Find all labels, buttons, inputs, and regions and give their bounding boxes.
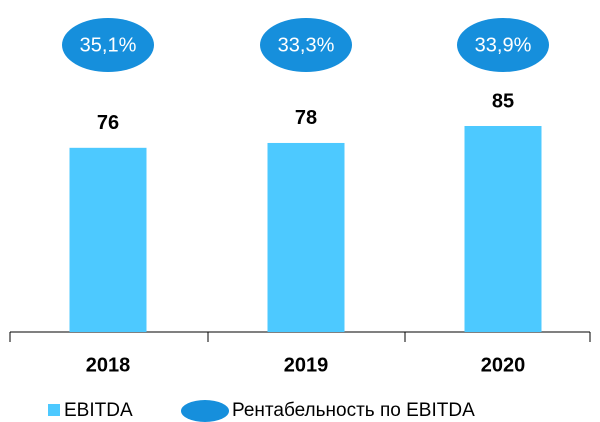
legend-label: EBITDA bbox=[64, 400, 133, 421]
legend-swatch bbox=[181, 400, 229, 422]
margin-label: 33,3% bbox=[278, 34, 335, 56]
bar bbox=[267, 142, 345, 332]
data-label: 85 bbox=[492, 90, 514, 112]
margin-label: 35,1% bbox=[80, 34, 137, 56]
x-tick-label: 2020 bbox=[481, 354, 526, 376]
x-tick-label: 2018 bbox=[86, 354, 131, 376]
data-label: 78 bbox=[295, 107, 317, 129]
bar bbox=[69, 147, 147, 332]
margin-bubble bbox=[260, 18, 352, 72]
margin-bubble bbox=[457, 18, 549, 72]
legend-swatch bbox=[48, 404, 60, 416]
bar bbox=[464, 126, 542, 332]
data-label: 76 bbox=[97, 112, 119, 134]
x-tick-label: 2019 bbox=[284, 354, 329, 376]
legend-label: Рентабельность по EBITDA bbox=[232, 400, 475, 421]
margin-label: 33,9% bbox=[475, 34, 532, 56]
margin-bubble bbox=[62, 18, 154, 72]
